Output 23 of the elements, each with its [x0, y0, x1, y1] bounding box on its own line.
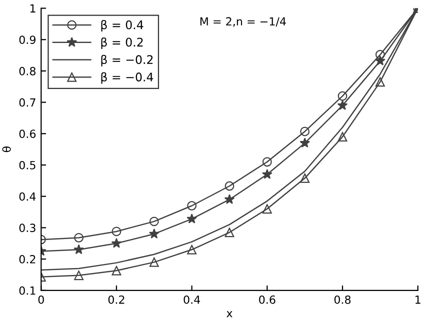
x-tick-label: 0.6: [259, 295, 276, 304]
x-axis-title: x: [226, 311, 232, 318]
y-tick-label: 0.5: [19, 160, 36, 170]
y-tick-label: 0.7: [19, 98, 36, 107]
y-tick-label: 1: [30, 4, 36, 12]
annotation: M = 2,n = −1/4: [200, 17, 286, 27]
x-tick-label: 0: [38, 295, 44, 304]
y-tick-label: 0.9: [19, 36, 36, 44]
x-tick-label: 0.2: [108, 295, 124, 304]
x-tick-label: 0.8: [334, 295, 351, 304]
legend-label: β = −0.2: [101, 54, 153, 66]
legend-label: β = −0.4: [101, 72, 154, 84]
y-axis-title: θ: [2, 146, 11, 152]
y-tick-label: 0.2: [19, 255, 36, 264]
y-tick-label: 0.8: [19, 66, 36, 76]
y-tick-label: 0.3: [19, 224, 36, 232]
legend-label: β = 0.2: [101, 37, 143, 49]
y-tick-label: 0.4: [19, 192, 36, 201]
legend-label: β = 0.4: [101, 20, 144, 32]
y-tick-label: 0.6: [19, 130, 36, 138]
y-tick-label: 0.1: [19, 286, 36, 295]
x-tick-label: 0.4: [184, 295, 200, 304]
x-tick-label: 1: [416, 296, 420, 304]
